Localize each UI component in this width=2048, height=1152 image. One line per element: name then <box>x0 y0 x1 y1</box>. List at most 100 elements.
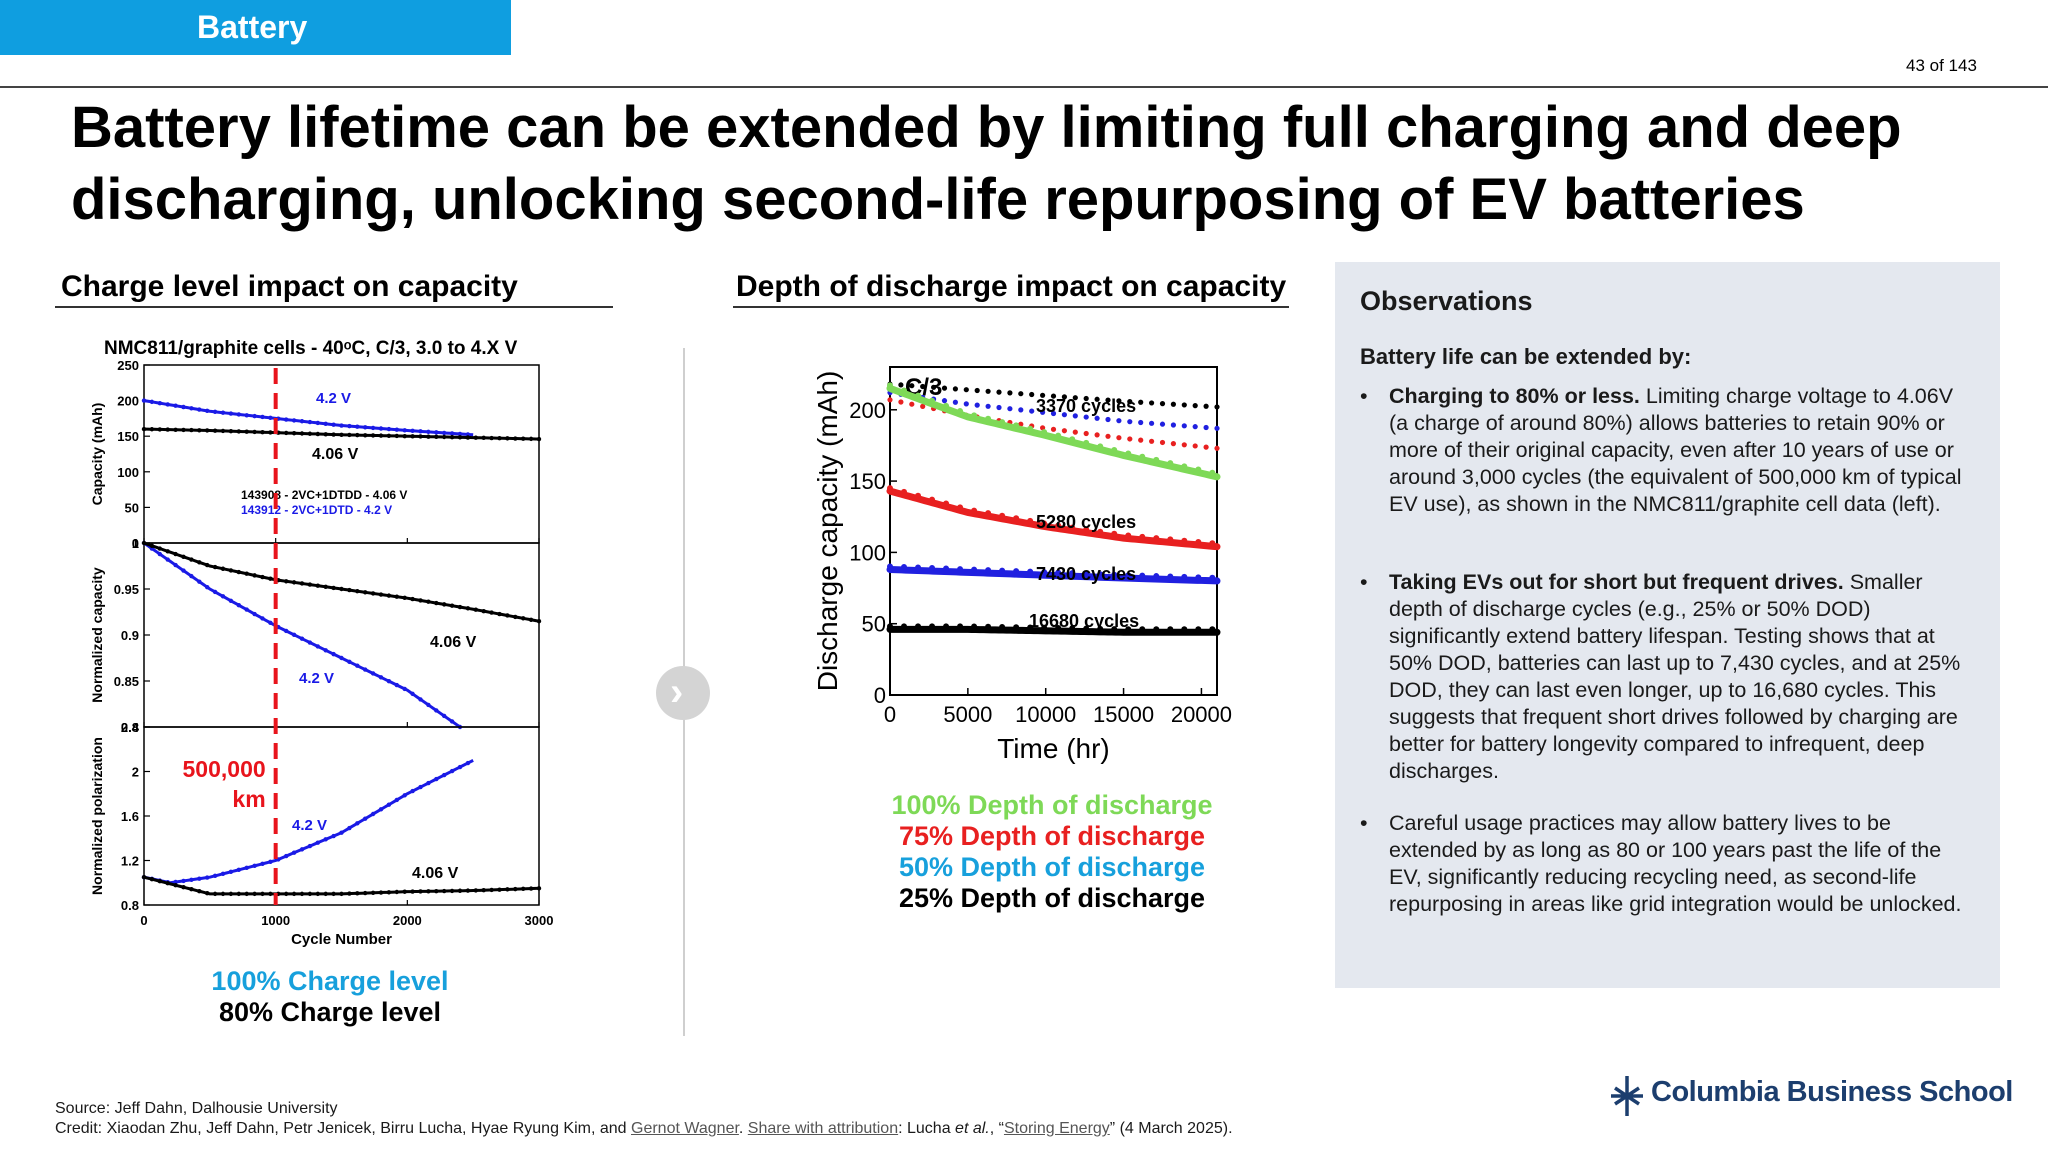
bullet-2-bold: Taking EVs out for short but frequent dr… <box>1389 570 1844 594</box>
reference-dot <box>1192 402 1198 409</box>
x-tick-label: 0 <box>140 913 147 928</box>
reference-dot <box>1061 428 1067 434</box>
series-25-dod-point <box>1055 625 1062 632</box>
series-75-dod-point <box>1041 520 1048 527</box>
link-gernot-wagner[interactable]: Gernot Wagner <box>631 1120 739 1137</box>
reference-dot <box>1159 439 1166 446</box>
series-75-dod-point <box>1139 533 1146 540</box>
series-75-dod-line <box>886 487 1221 551</box>
reference-dot <box>1094 415 1100 421</box>
reference-dot <box>1072 395 1078 401</box>
series-100-dod-point <box>1027 425 1034 432</box>
series-25-dod-point <box>1125 626 1132 633</box>
dod-plot: 0 50 100 150 200 0 5000 10000 15000 20000 Time (hr… <box>812 366 1232 764</box>
reference-dot <box>1040 392 1046 398</box>
marker-label-1: 500,000 <box>183 756 266 782</box>
reference-dot <box>1203 403 1209 409</box>
reference-dot <box>887 397 893 403</box>
reference-dot <box>941 385 948 391</box>
credit-end: ” (4 March 2025). <box>1109 1120 1233 1137</box>
reference-dot <box>1007 406 1013 412</box>
cycle-label-3370: 3370 cycles <box>1036 396 1136 416</box>
reference-dot <box>1149 400 1155 406</box>
x-tick-label: 3000 <box>525 913 554 928</box>
x-axis-label: Cycle Number <box>291 931 392 948</box>
y-axis-label: Normalized capacity <box>89 567 105 703</box>
y-axis-label: Capacity (mAh) <box>89 403 105 506</box>
figure-title: NMC811/graphite cells - 40ᵒC, C/3, 3.0 t… <box>104 338 518 359</box>
series-42v-line <box>143 759 474 885</box>
right-heading-rule <box>733 306 1289 308</box>
link-storing-energy[interactable]: Storing Energy <box>1003 1120 1110 1137</box>
series-25-dod-point <box>1041 624 1048 631</box>
series-100-dod-point <box>1069 436 1076 443</box>
series-50-dod-point <box>985 567 992 574</box>
y-tick-label: 250 <box>117 358 139 373</box>
series-50-dod-point <box>1027 568 1034 575</box>
label-406v: 4.06 V <box>430 634 477 651</box>
series-100-dod-point <box>1055 432 1062 439</box>
reference-dot <box>1181 402 1187 408</box>
series-25-dod-point <box>1013 624 1020 631</box>
series-100-dod-point <box>887 382 893 389</box>
reference-dot <box>952 399 958 405</box>
reference-dot <box>1105 433 1111 439</box>
reference-dot <box>1029 408 1035 414</box>
series-25-dod-point <box>985 623 992 630</box>
y-tick-label: 2 <box>132 765 139 780</box>
reference-dot <box>898 399 904 405</box>
series-100-dod-point <box>901 387 908 394</box>
left-panel-heading: Charge level impact on capacity <box>61 270 518 303</box>
series-75-dod-point <box>1209 540 1216 547</box>
series-50-dod-point <box>915 564 922 571</box>
section-tab[interactable]: Battery <box>0 0 511 55</box>
series-50-dod-point <box>929 565 936 572</box>
x-tick-label: 2000 <box>393 913 422 928</box>
footer-source: Source: Jeff Dahn, Dalhousie University <box>55 1100 338 1117</box>
series-75-dod-point <box>1027 517 1034 524</box>
reference-dot <box>1149 420 1155 426</box>
bullet-dot-icon: • <box>1360 384 1368 408</box>
credit-sep: . <box>738 1120 748 1137</box>
bullet-dot-icon: • <box>1360 811 1368 835</box>
link-share-with-attribution[interactable]: Share with attribution <box>747 1120 899 1137</box>
y-tick-label: 1 <box>132 536 139 551</box>
y-tick-label: 0.9 <box>121 628 139 643</box>
series-75-dod-point <box>887 485 893 492</box>
legend-25-dod: 25% Depth of discharge <box>898 883 1206 913</box>
series-25-dod-point <box>887 623 893 630</box>
reference-dot <box>952 386 958 392</box>
series-75-dod-point <box>1181 537 1188 544</box>
series-25-dod-point <box>1139 626 1146 633</box>
observations-title: Observations <box>1360 286 1533 316</box>
series-25-dod-point <box>957 623 964 630</box>
cycle-label-16680: 16680 cycles <box>1029 611 1139 631</box>
y-tick-label: 200 <box>117 394 139 409</box>
series-100-dod-point <box>985 415 992 422</box>
reference-dot <box>920 383 926 390</box>
legend-80-charge: 80% Charge level <box>218 997 442 1027</box>
series-50-dod-point <box>1097 571 1104 578</box>
cell-label-42: 143912 - 2VC+1DTD - 4.2 V <box>241 503 392 517</box>
series-100-dod-point <box>1209 469 1216 476</box>
next-arrow-button[interactable]: › <box>656 666 710 720</box>
reference-dot <box>1116 435 1122 441</box>
series-100-dod-point <box>1167 460 1174 467</box>
y-tick-label: 50 <box>862 612 886 637</box>
series-25-dod-point <box>1195 626 1202 633</box>
reference-dot <box>1018 407 1024 413</box>
series-25-dod-point <box>915 623 922 630</box>
series-25-dod-point <box>929 623 936 630</box>
credit-mid: : Lucha <box>898 1120 956 1137</box>
reference-dot <box>1050 410 1057 417</box>
series-50-dod-point <box>901 564 908 571</box>
series-25-dod-point <box>971 623 978 630</box>
y-axis-label: Discharge capacity (mAh) <box>812 371 843 692</box>
series-100-dod-point <box>1041 429 1048 436</box>
series-25-dod-point <box>1111 626 1118 633</box>
reference-dot <box>1050 426 1057 432</box>
reference-dot <box>1094 396 1100 402</box>
reference-dot <box>1192 424 1198 430</box>
series-75-dod-point <box>901 488 908 495</box>
reference-dot <box>1170 422 1176 428</box>
